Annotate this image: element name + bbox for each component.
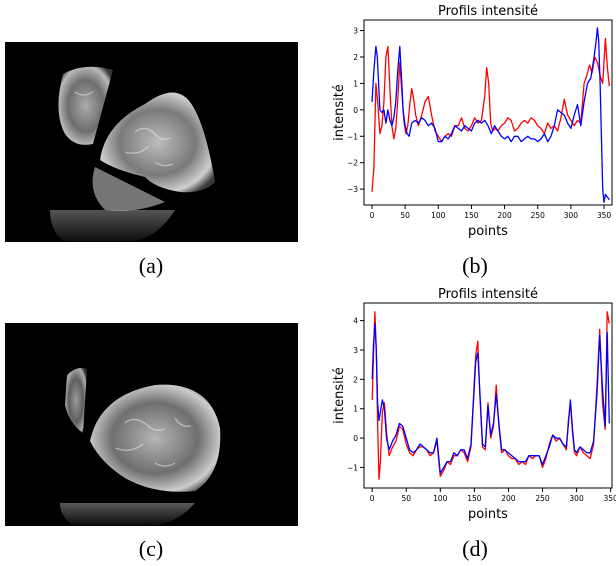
series-line-blue	[371, 322, 610, 474]
x-tick-label: 50	[400, 211, 410, 220]
x-tick-label: 250	[531, 211, 546, 220]
y-tick-label: −2	[347, 159, 358, 168]
y-tick-label: −1	[347, 132, 358, 141]
x-tick-label: 300	[569, 494, 584, 503]
x-tick-label: 100	[431, 211, 446, 220]
y-tick-label: 0	[353, 434, 358, 443]
y-axis-label: intensité	[332, 367, 347, 424]
x-tick-label: 250	[535, 494, 550, 503]
x-tick-label: 200	[501, 494, 516, 503]
y-tick-label: −1	[347, 463, 358, 472]
x-tick-label: 350	[597, 211, 612, 220]
plot-frame	[363, 19, 613, 206]
y-axis-label: intensité	[332, 84, 347, 141]
x-tick-label: 0	[370, 494, 375, 503]
x-tick-label: 350	[603, 494, 616, 503]
x-axis-label: points	[468, 507, 508, 522]
y-tick-label: 0	[353, 106, 358, 115]
x-tick-label: 50	[401, 494, 411, 503]
series-line-red	[371, 37, 610, 192]
caption-d: (d)	[462, 536, 488, 561]
mri-image-a	[5, 42, 298, 242]
y-tick-label: 1	[353, 405, 358, 414]
x-tick-label: 200	[497, 211, 512, 220]
x-axis-label: points	[468, 224, 508, 239]
y-tick-label: −3	[347, 185, 358, 194]
y-tick-label: 3	[353, 346, 358, 355]
series-line-blue	[371, 27, 610, 204]
x-tick-label: 150	[464, 211, 479, 220]
chart-title: Profils intensité	[438, 287, 538, 302]
y-tick-label: 1	[353, 79, 358, 88]
x-tick-label: 100	[433, 494, 448, 503]
x-tick-label: 300	[564, 211, 579, 220]
chart-title: Profils intensité	[438, 4, 538, 19]
mri-image-c	[5, 323, 298, 526]
plot-frame	[363, 302, 613, 489]
y-tick-label: 2	[353, 53, 358, 62]
caption-a: (a)	[138, 253, 164, 278]
y-tick-label: 3	[353, 27, 358, 36]
caption-c: (c)	[138, 536, 164, 561]
x-tick-label: 150	[467, 494, 482, 503]
y-tick-label: 4	[353, 317, 358, 326]
chart-b: Profils intensité 0 50 100 150 200 250 300 350 −3…	[332, 4, 613, 239]
chart-d: Profils intensité 0 50 100 150 200 250 300 350 −1…	[332, 287, 616, 522]
caption-b: (b)	[462, 253, 488, 278]
series-line-red	[371, 311, 610, 480]
y-tick-label: 2	[353, 375, 358, 384]
x-tick-label: 0	[370, 211, 375, 220]
